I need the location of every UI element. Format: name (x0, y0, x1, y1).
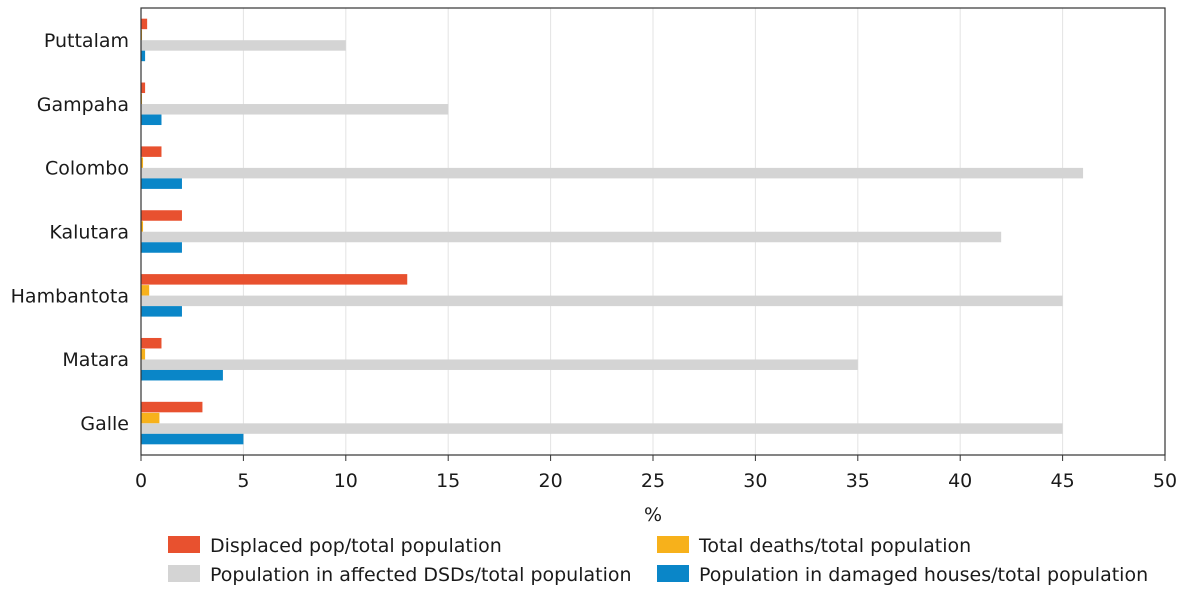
x-axis-title: % (644, 504, 662, 526)
category-label: Matara (62, 349, 129, 371)
bar (141, 157, 144, 168)
bars (141, 18, 1084, 445)
legend-swatch (657, 565, 689, 582)
x-tick-label: 30 (743, 470, 767, 492)
bar (141, 337, 162, 349)
bar (141, 401, 203, 413)
bar (141, 359, 858, 370)
legend-label: Population in damaged houses/total popul… (699, 564, 1148, 586)
x-tick-label: 35 (846, 470, 870, 492)
bar (141, 221, 144, 232)
bar (141, 412, 160, 424)
bar (141, 423, 1063, 434)
bar (141, 178, 182, 189)
x-tick-label: 15 (436, 470, 460, 492)
bar (141, 114, 162, 126)
legend-label: Total deaths/total population (698, 535, 971, 557)
y-axis-labels: Puttalam Gampaha Colombo Kalutara Hambantota… (11, 30, 129, 435)
bar (141, 369, 223, 381)
bar (141, 348, 146, 360)
bar (141, 433, 244, 445)
bar (141, 242, 182, 253)
bar (141, 167, 1084, 179)
bar (141, 285, 150, 296)
legend-swatch (168, 536, 200, 553)
bar (141, 40, 346, 51)
category-label: Gampaha (37, 94, 129, 116)
bar (141, 50, 146, 62)
legend-swatch (657, 536, 689, 553)
bar (141, 146, 162, 157)
legend-label: Displaced pop/total population (210, 535, 502, 557)
gridlines (242, 8, 1064, 455)
legend-swatch (168, 565, 200, 582)
x-axis-ticks: 0 5 10 15 20 25 30 35 40 45 50 (135, 455, 1177, 492)
category-label: Puttalam (44, 30, 129, 52)
x-tick-label: 50 (1153, 470, 1177, 492)
category-label: Hambantota (11, 285, 129, 307)
x-tick-label: 5 (237, 470, 249, 492)
x-tick-label: 45 (1051, 470, 1075, 492)
bar (141, 295, 1063, 307)
bar (141, 82, 146, 94)
x-tick-label: 0 (135, 470, 147, 492)
x-tick-label: 40 (948, 470, 972, 492)
category-label: Kalutara (49, 222, 129, 244)
x-tick-label: 25 (641, 470, 665, 492)
bar (141, 210, 182, 221)
x-tick-label: 10 (334, 470, 358, 492)
category-label: Galle (80, 413, 129, 435)
legend: Displaced pop/total population Total deat… (168, 535, 1148, 586)
legend-label: Population in affected DSDs/total popula… (210, 564, 632, 586)
bar (141, 274, 408, 285)
x-tick-label: 20 (539, 470, 563, 492)
bar (141, 231, 1002, 243)
bar (141, 306, 182, 317)
bar (141, 104, 449, 115)
category-label: Colombo (45, 158, 129, 180)
bar (141, 18, 148, 30)
